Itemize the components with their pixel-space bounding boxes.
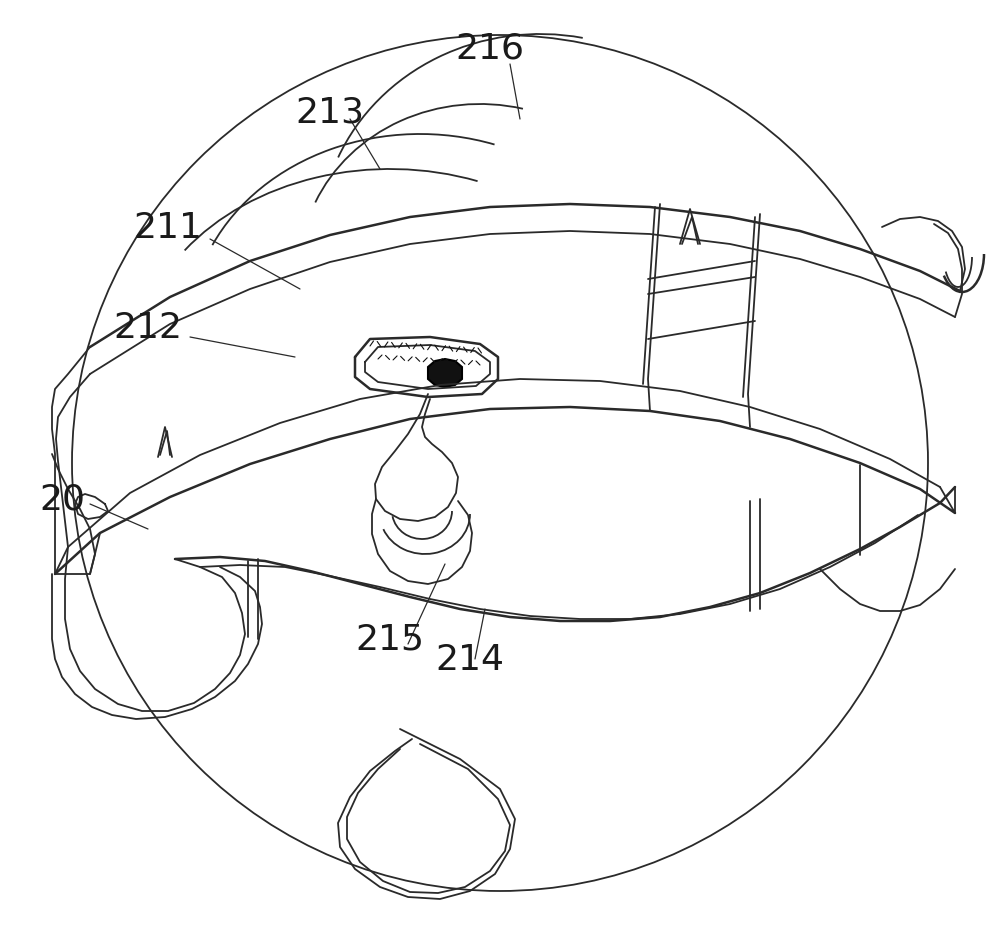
Text: 213: 213 xyxy=(296,95,365,129)
Text: 214: 214 xyxy=(436,642,505,677)
Text: 211: 211 xyxy=(134,211,203,245)
Text: 216: 216 xyxy=(456,31,524,65)
Text: 20: 20 xyxy=(39,483,85,517)
Text: 215: 215 xyxy=(356,623,425,656)
Text: 212: 212 xyxy=(114,311,183,344)
Polygon shape xyxy=(428,360,462,388)
